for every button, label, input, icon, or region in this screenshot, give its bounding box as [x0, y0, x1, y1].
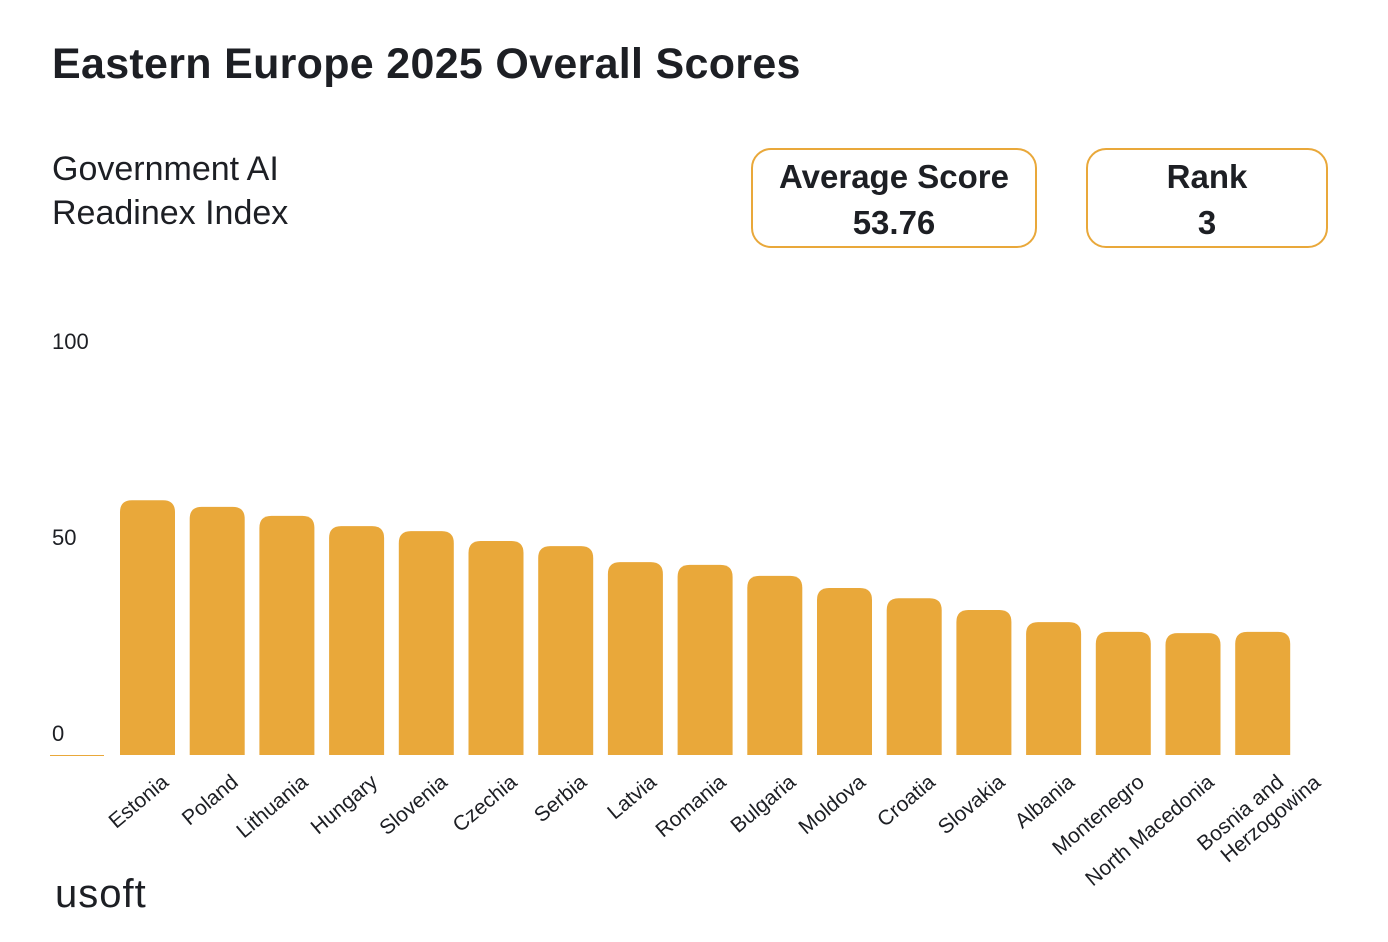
y-tick-label: 0 [52, 721, 64, 746]
x-tick-label: Bosnia andHerzogowina [1193, 752, 1325, 874]
bar [677, 564, 733, 755]
bar [538, 546, 594, 755]
x-tick-label: Croatia [873, 770, 940, 831]
average-score-card: Average Score 53.76 [751, 148, 1037, 248]
bar [120, 500, 175, 755]
bar [956, 609, 1012, 755]
x-tick-label: Estonia [105, 770, 174, 833]
x-tick-label: Romania [651, 770, 730, 842]
bar [189, 506, 245, 755]
x-tick-label: North Macedonia [1081, 770, 1219, 891]
bar [1095, 631, 1151, 755]
page-title: Eastern Europe 2025 Overall Scores [52, 40, 801, 88]
rank-value: 3 [1197, 204, 1217, 241]
x-tick-label: Poland [178, 770, 243, 830]
y-tick-label: 100 [52, 329, 89, 354]
x-tick-label: Serbia [530, 770, 592, 827]
x-tick-label: Czechia [449, 770, 522, 837]
bar [329, 526, 385, 755]
bar [398, 531, 454, 755]
x-tick-label: Slovenia [375, 770, 452, 840]
chart-subtitle: Government AI Readinex Index [52, 150, 289, 232]
x-tick-label: Latvia [603, 770, 661, 824]
bar [1165, 633, 1221, 755]
bar [747, 575, 803, 755]
y-tick-label: 50 [52, 525, 76, 550]
bar [468, 540, 524, 755]
rank-card: Rank 3 [1086, 148, 1328, 248]
bar [886, 598, 942, 755]
usoft-logo: usoft [55, 872, 147, 916]
x-tick-label: Moldova [794, 770, 870, 839]
rank-label: Rank [1166, 158, 1248, 195]
average-score-label: Average Score [779, 158, 1009, 195]
average-score-value: 53.76 [852, 204, 936, 241]
x-tick-label: Lithuania [232, 770, 312, 843]
bar [1235, 631, 1291, 755]
x-tick-label: Bulgaria [726, 770, 800, 837]
x-tick-label: Hungary [306, 770, 382, 839]
bar [259, 515, 315, 755]
bar [1026, 622, 1082, 755]
bar [607, 562, 663, 755]
x-tick-label: Albania [1011, 770, 1080, 833]
x-tick-label: Slovakia [934, 770, 1010, 839]
bar [817, 588, 872, 755]
